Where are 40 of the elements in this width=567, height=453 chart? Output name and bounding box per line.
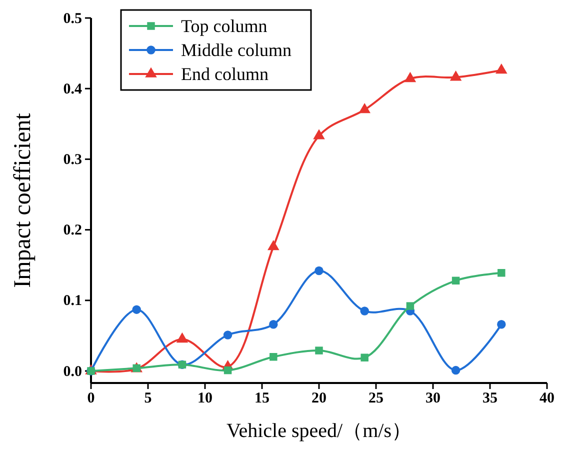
legend-label: Middle column [181, 40, 292, 60]
point [360, 306, 369, 316]
point [315, 346, 323, 354]
point [132, 305, 141, 314]
x-tick-label: 35 [482, 390, 498, 407]
x-tick-label: 0 [87, 390, 95, 407]
y-tick-label: 0.4 [63, 81, 82, 98]
point [270, 353, 278, 361]
point [497, 320, 506, 329]
y-tick-label: 0.0 [63, 364, 82, 380]
point [223, 330, 232, 340]
point [360, 354, 368, 362]
y-axis-title: Impact coefficient [10, 112, 36, 288]
x-tick-label: 5 [144, 390, 152, 407]
point [496, 63, 508, 74]
x-tick-label: 20 [312, 390, 326, 407]
point [450, 70, 462, 81]
x-axis-title: Vehicle speed/（m/s） [226, 420, 412, 442]
legend-label: Top column [181, 16, 268, 36]
y-tick-label: 0.5 [63, 10, 82, 27]
x-tick-label: 30 [426, 390, 440, 407]
point [452, 276, 460, 285]
point [451, 366, 460, 375]
point [314, 266, 324, 276]
y-tick-label: 0.3 [63, 152, 82, 168]
y-tick-label: 0.1 [63, 293, 82, 310]
point [268, 240, 280, 250]
x-tick-label: 15 [254, 390, 270, 407]
point [358, 102, 370, 114]
point [498, 268, 506, 277]
x-tick-label: 25 [368, 390, 384, 407]
x-tick-label: 10 [198, 390, 212, 407]
legend-label: End column [181, 64, 268, 84]
point [224, 366, 232, 374]
point [269, 320, 278, 329]
point [313, 129, 325, 140]
x-tick-label: 40 [540, 390, 554, 407]
point [404, 72, 416, 82]
y-tick-label: 0.2 [63, 222, 82, 239]
point [406, 302, 414, 310]
